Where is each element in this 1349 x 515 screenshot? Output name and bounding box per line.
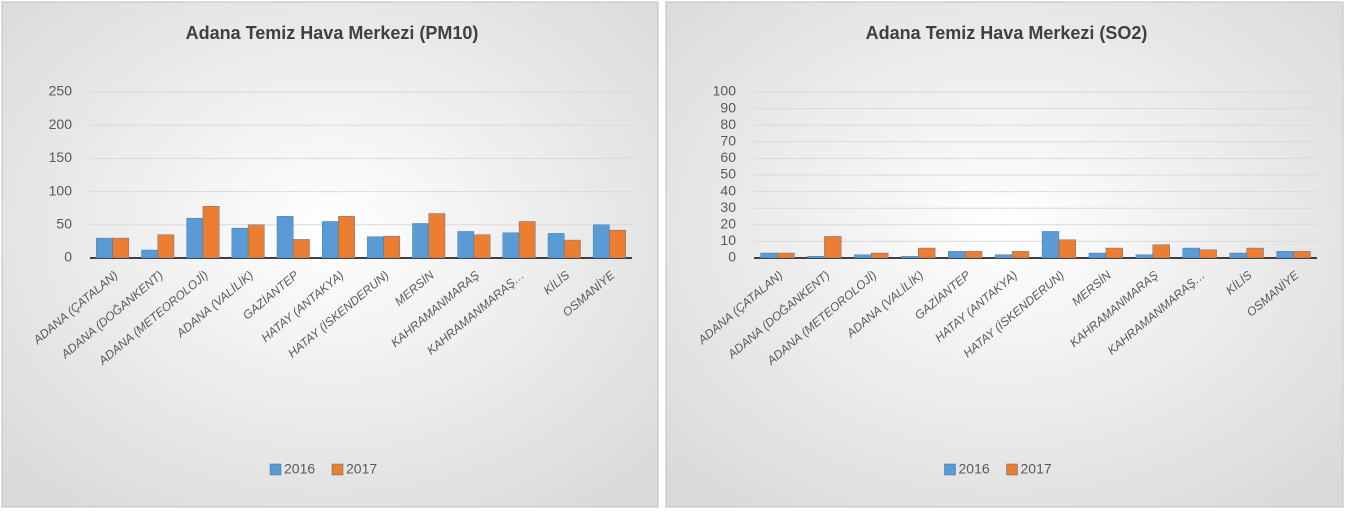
bar bbox=[96, 237, 113, 259]
bar bbox=[807, 256, 825, 259]
y-tick-label: 10 bbox=[720, 232, 736, 248]
bar bbox=[760, 252, 778, 259]
bar bbox=[609, 229, 626, 259]
bar bbox=[338, 215, 355, 259]
bar bbox=[112, 237, 130, 259]
bar bbox=[1105, 247, 1123, 259]
bar bbox=[547, 233, 565, 259]
y-tick-label: 50 bbox=[720, 166, 736, 182]
y-tick-label: 150 bbox=[49, 149, 73, 165]
y-tick-label: 90 bbox=[720, 99, 736, 115]
legend-label: 2016 bbox=[284, 461, 315, 477]
bar bbox=[383, 235, 401, 259]
bar bbox=[901, 256, 919, 259]
bar bbox=[518, 221, 536, 259]
bar bbox=[1199, 249, 1217, 259]
y-tick-label: 30 bbox=[720, 199, 736, 215]
legend-label: 2016 bbox=[959, 461, 990, 477]
bar bbox=[412, 223, 429, 259]
y-tick-label: 100 bbox=[49, 182, 73, 198]
bar bbox=[964, 251, 983, 259]
bar bbox=[824, 236, 842, 259]
bar bbox=[1229, 252, 1247, 259]
bar bbox=[854, 254, 872, 259]
bar bbox=[948, 251, 966, 259]
legend-label: 2017 bbox=[1021, 461, 1052, 477]
bar bbox=[457, 231, 475, 259]
y-tick-label: 20 bbox=[720, 216, 736, 232]
y-tick-label: 0 bbox=[64, 249, 72, 265]
y-tick-label: 50 bbox=[56, 216, 72, 232]
bar bbox=[276, 215, 294, 259]
bar bbox=[1152, 244, 1170, 259]
bar bbox=[186, 217, 204, 259]
legend-swatch bbox=[331, 463, 344, 476]
chart-title: Adana Temiz Hava Merkezi (PM10) bbox=[186, 23, 479, 43]
bar bbox=[157, 234, 175, 259]
bar bbox=[1276, 251, 1294, 259]
bar bbox=[1182, 247, 1200, 259]
bar bbox=[777, 252, 795, 259]
bar bbox=[1088, 252, 1107, 259]
bar bbox=[502, 232, 520, 259]
bar bbox=[918, 247, 936, 259]
bar bbox=[293, 239, 310, 259]
legend-swatch bbox=[944, 463, 956, 476]
legend-swatch bbox=[269, 463, 282, 476]
y-tick-label: 70 bbox=[720, 133, 736, 149]
bar bbox=[1246, 247, 1264, 259]
y-tick-label: 80 bbox=[720, 116, 736, 132]
bar bbox=[1293, 251, 1311, 259]
bar bbox=[367, 236, 384, 259]
y-tick-label: 60 bbox=[720, 149, 736, 165]
legend-label: 2017 bbox=[346, 461, 377, 477]
bar bbox=[1041, 231, 1060, 259]
bar bbox=[564, 239, 581, 259]
bar bbox=[321, 221, 339, 259]
y-tick-label: 0 bbox=[728, 249, 736, 265]
y-tick-label: 250 bbox=[49, 83, 73, 99]
bar bbox=[1011, 251, 1030, 259]
bar bbox=[231, 227, 249, 259]
bar bbox=[141, 249, 158, 259]
bar bbox=[1135, 254, 1153, 259]
bar bbox=[473, 234, 491, 259]
chart-title: Adana Temiz Hava Merkezi (SO2) bbox=[866, 23, 1148, 43]
y-tick-label: 100 bbox=[713, 83, 737, 99]
bar bbox=[871, 252, 889, 259]
bar bbox=[428, 213, 446, 259]
bar bbox=[202, 206, 220, 259]
y-tick-label: 200 bbox=[49, 116, 73, 132]
bar bbox=[1058, 239, 1077, 259]
bar bbox=[592, 224, 610, 259]
legend-swatch bbox=[1006, 463, 1018, 476]
bar bbox=[994, 254, 1013, 259]
y-tick-label: 40 bbox=[720, 182, 736, 198]
bar bbox=[247, 224, 265, 259]
